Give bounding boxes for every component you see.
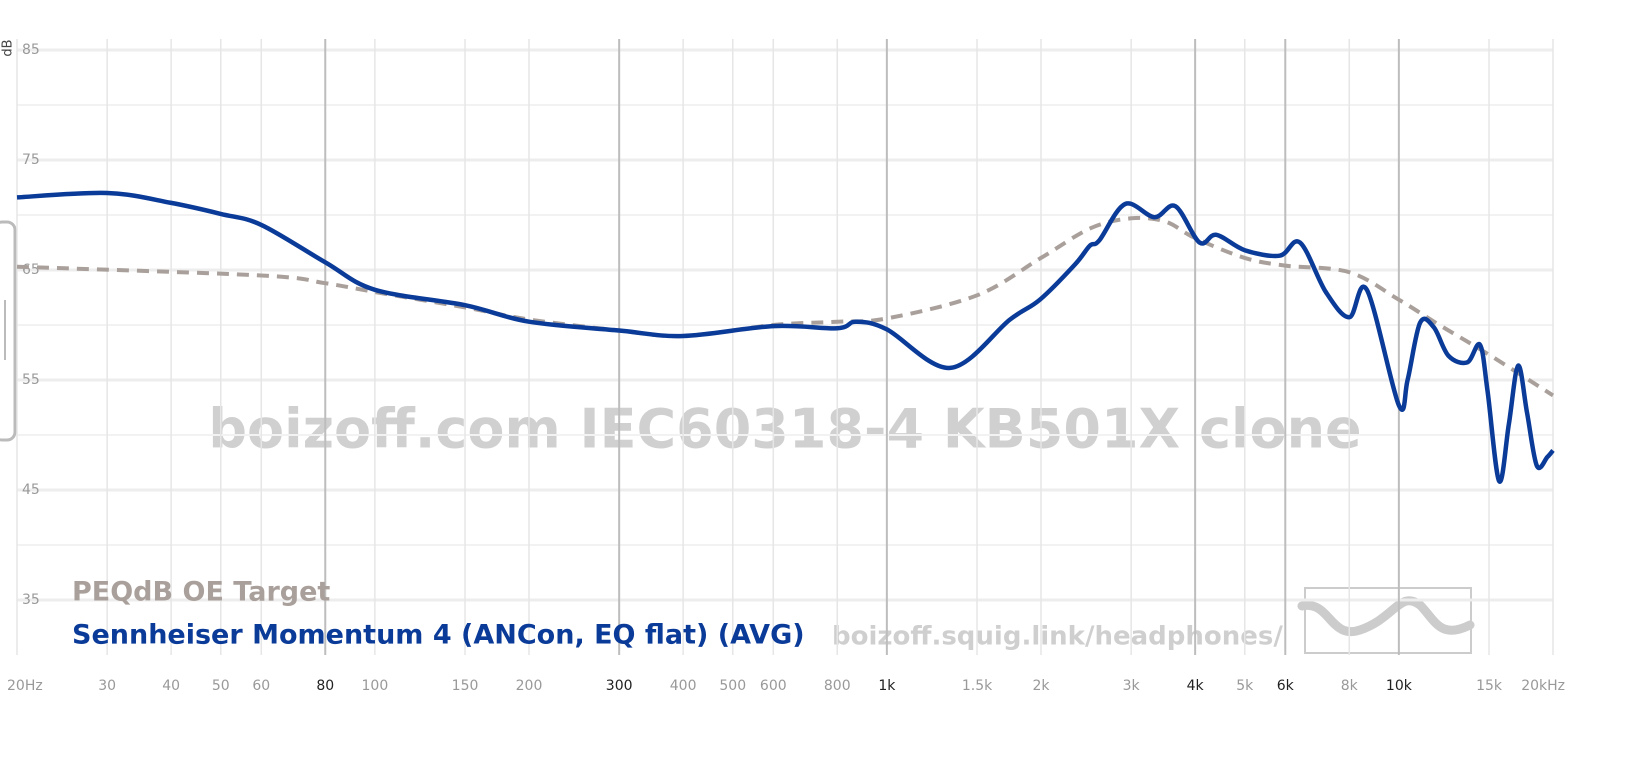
legend-label: Sennheiser Momentum 4 (ANCon, EQ flat) (… <box>72 620 805 651</box>
x-tick-label: 500 <box>719 678 746 694</box>
y-tick-label: 85 <box>22 42 40 58</box>
x-tick-label: 50 <box>212 678 230 694</box>
x-tick-label: 800 <box>824 678 851 694</box>
x-tick-label: 100 <box>362 678 389 694</box>
x-tick-label: 80 <box>316 678 334 694</box>
x-tick-label: 2k <box>1032 678 1050 694</box>
x-tick-label: 1.5k <box>962 678 993 694</box>
y-tick-label: 75 <box>22 152 40 168</box>
y-tick-label: 55 <box>22 372 40 388</box>
x-tick-label: 6k <box>1277 678 1295 694</box>
slider[interactable] <box>0 220 17 442</box>
y-tick-label: 65 <box>22 262 40 278</box>
logo <box>1297 596 1475 637</box>
legend-label: PEQdB OE Target <box>72 577 330 608</box>
x-tick-label: 40 <box>162 678 180 694</box>
series-line <box>16 190 1555 484</box>
x-tick-label: 60 <box>252 678 270 694</box>
x-tick-label: 20kHz <box>1521 678 1565 694</box>
x-tick-label: 3k <box>1123 678 1141 694</box>
url: boizoff.squig.link/headphones/ <box>832 622 1283 652</box>
x-tick-label: 4k <box>1187 678 1205 694</box>
x-tick-label: 1k <box>878 678 896 694</box>
logo-frame <box>1304 587 1472 654</box>
x-tick-label: 20Hz <box>7 678 43 694</box>
x-tick-label: 30 <box>98 678 116 694</box>
x-tick-label: 15k <box>1476 678 1503 694</box>
y-tick-label: 35 <box>22 592 40 608</box>
x-tick-label: 150 <box>452 678 479 694</box>
x-tick-label: 10k <box>1386 678 1413 694</box>
x-tick-label: 200 <box>516 678 543 694</box>
x-tick-label: 8k <box>1341 678 1359 694</box>
series-line <box>16 215 1555 398</box>
x-tick-label: 5k <box>1236 678 1254 694</box>
y-axis-label: dB <box>1 39 16 56</box>
x-tick-label: 600 <box>760 678 787 694</box>
y-tick-label: 45 <box>22 482 40 498</box>
watermark: boizoff.com IEC60318-4 KB501X clone <box>208 398 1361 461</box>
x-tick-label: 400 <box>670 678 697 694</box>
x-tick-label: 300 <box>606 678 633 694</box>
